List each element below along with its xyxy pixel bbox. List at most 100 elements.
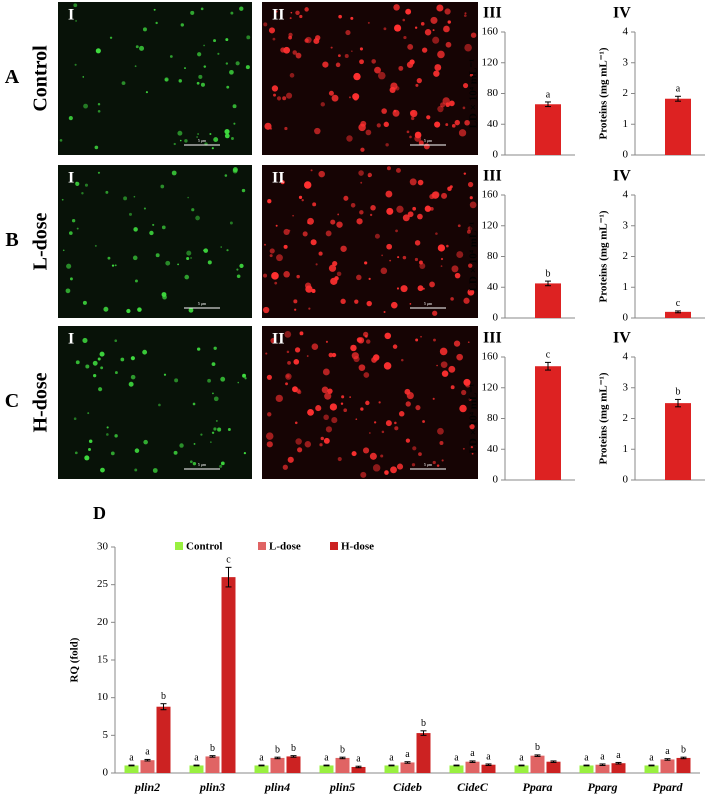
droplet [198,74,203,79]
droplet [59,139,63,142]
droplet [459,404,467,413]
droplet [292,50,297,55]
droplet [396,287,400,290]
droplet [464,12,467,15]
droplet [405,438,411,443]
droplet [285,382,288,386]
droplet [245,65,250,70]
droplet [98,387,103,392]
droplet [83,103,88,109]
droplet [282,464,288,470]
droplet [184,67,186,70]
droplet [268,27,276,34]
droplet [73,3,78,8]
droplet [190,10,195,15]
x-tick-label: plin4 [264,780,290,794]
droplet [82,300,87,305]
droplet [414,257,419,262]
droplet [179,443,184,448]
droplet [401,358,404,362]
droplet [220,461,225,466]
droplet [323,437,330,444]
droplet [215,419,218,422]
droplet [430,16,438,24]
panel-numeral: III [483,330,502,347]
droplet [114,264,117,267]
droplet [139,45,145,51]
y-axis-label: RQ (fold) [69,637,81,682]
droplet [288,229,291,232]
y-tick-label: 4 [623,26,629,38]
y-tick-label: 2 [623,412,629,424]
droplet [440,265,443,267]
bar [546,761,561,773]
droplet [462,106,466,110]
droplet [82,337,88,344]
droplet [73,417,77,421]
y-tick-label: 80 [487,87,499,99]
droplet [230,137,234,140]
bar [400,762,415,773]
droplet [417,285,424,292]
significance-letter: c [546,350,551,361]
droplet [357,337,365,344]
droplet [366,300,372,307]
droplet [394,421,397,425]
droplet [315,263,318,266]
y-axis-label: LD × 10⁴ mL⁻¹ [468,222,480,292]
droplet [298,195,303,199]
droplet [153,8,156,11]
droplet [407,211,414,218]
y-tick-label: 0 [103,767,109,779]
droplet [368,277,371,280]
droplet [171,170,177,176]
error-bar [274,756,281,760]
droplet [403,35,407,40]
bar [595,764,610,773]
droplet [233,122,236,125]
droplet [100,467,105,473]
droplet [311,343,319,351]
droplet [471,452,474,455]
droplet [407,44,414,50]
droplet [432,397,435,400]
droplet [295,388,301,394]
droplet [386,207,394,215]
droplet [356,218,363,225]
droplet [380,454,384,458]
y-tick-label: 0 [623,312,629,324]
droplet [432,36,440,44]
significance-letter: a [519,752,524,763]
droplet [373,421,377,424]
y-tick-label: 4 [623,189,629,201]
scale-bar-label: 5 μm [198,301,207,306]
droplet [235,61,240,66]
droplet [364,335,368,338]
droplet [450,385,455,390]
row-letter: B [5,229,18,251]
droplet [447,20,451,24]
significance-letter: b [421,718,426,729]
droplet [227,428,231,431]
droplet [348,96,351,99]
y-tick-label: 15 [97,654,109,666]
droplet [274,281,278,285]
droplet [340,298,346,305]
droplet [414,135,422,142]
droplet [103,306,109,312]
y-tick-label: 30 [97,541,109,553]
droplet [62,249,65,252]
droplet [414,26,418,29]
droplet [95,48,101,54]
droplet [340,402,344,405]
droplet [283,228,290,236]
droplet [441,370,449,377]
droplet [420,22,425,26]
droplet [189,460,193,464]
droplet [163,373,167,376]
bar [665,311,691,318]
droplet [365,400,370,406]
droplet [456,251,464,259]
droplet [441,459,444,462]
droplet [97,357,101,361]
